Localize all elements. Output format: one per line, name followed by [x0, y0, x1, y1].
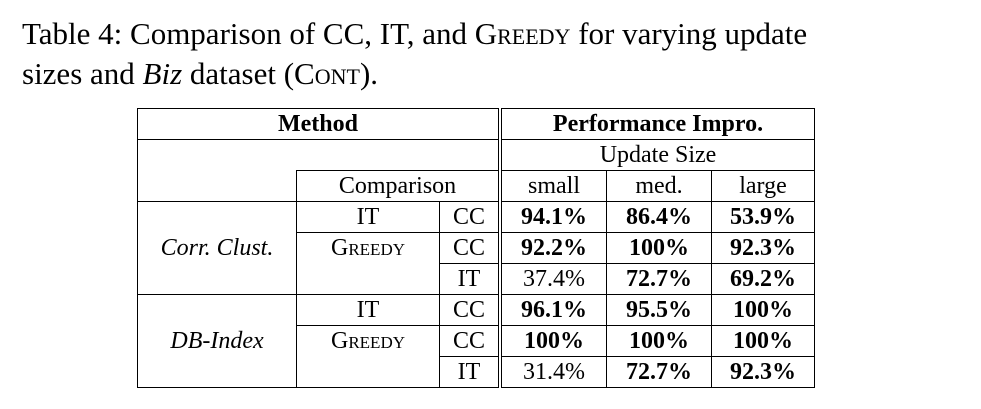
caption-cont: Cont — [294, 56, 360, 91]
value-cell: 92.3% — [711, 356, 815, 388]
compare-method-a — [296, 263, 440, 295]
empty-cell — [137, 170, 297, 202]
value-cell: 100% — [606, 325, 712, 357]
compare-method-a: Greedy — [296, 325, 440, 357]
caption-line-2: sizes and Biz dataset (Cont). — [22, 54, 962, 94]
comparison-header: Comparison — [296, 170, 501, 202]
group-label: DB-Index — [137, 294, 297, 388]
value-cell: 100% — [711, 294, 815, 326]
value-cell: 94.1% — [498, 201, 607, 233]
value-cell: 72.7% — [606, 263, 712, 295]
compare-method-b: IT — [439, 263, 501, 295]
value-cell: 92.2% — [498, 232, 607, 264]
caption-greedy: Greedy — [474, 16, 571, 51]
sizes-row: Comparison small med. large — [137, 170, 815, 202]
value-cell: 92.3% — [711, 232, 815, 264]
compare-method-a: IT — [296, 201, 440, 233]
size-header: large — [711, 170, 815, 202]
value-cell: 100% — [498, 325, 607, 357]
value-cell: 95.5% — [606, 294, 712, 326]
table-row: IT 37.4% 72.7% 69.2% — [138, 263, 815, 295]
update-size-row: Update Size — [137, 139, 815, 171]
value-cell: 96.1% — [498, 294, 607, 326]
size-header: med. — [606, 170, 712, 202]
compare-method-b: CC — [439, 325, 501, 357]
value-cell: 69.2% — [711, 263, 815, 295]
caption-line-1: Table 4: Comparison of CC, IT, and Greed… — [22, 14, 962, 54]
group-label: Corr. Clust. — [137, 201, 297, 295]
compare-method-b: IT — [439, 356, 501, 388]
value-cell: 100% — [606, 232, 712, 264]
empty-header-cell — [137, 139, 501, 171]
table-row: Greedy CC 92.2% 100% 92.3% — [138, 232, 815, 264]
value-cell: 100% — [711, 325, 815, 357]
value-cell: 53.9% — [711, 201, 815, 233]
results-table: Method Performance Impro. Update Size Co… — [137, 108, 815, 388]
caption-text: sizes and — [22, 56, 143, 91]
caption-text: dataset ( — [182, 56, 295, 91]
value-cell: 37.4% — [498, 263, 607, 295]
compare-method-b: CC — [439, 201, 501, 233]
table-caption: Table 4: Comparison of CC, IT, and Greed… — [22, 14, 962, 94]
performance-header: Performance Impro. — [498, 108, 815, 140]
value-cell: 86.4% — [606, 201, 712, 233]
header-row: Method Performance Impro. — [137, 108, 815, 140]
compare-method-a: IT — [296, 294, 440, 326]
table-row: Corr. Clust. IT CC 94.1% 86.4% 53.9% — [137, 201, 815, 295]
caption-biz: Biz — [142, 56, 183, 91]
table-row: IT 31.4% 72.7% 92.3% — [138, 356, 815, 388]
compare-method-a: Greedy — [296, 232, 440, 264]
caption-text: ). — [359, 56, 379, 91]
caption-text: Table 4: Comparison of CC, IT, and — [22, 16, 475, 51]
value-cell: 31.4% — [498, 356, 607, 388]
table-row: DB-Index IT CC 96.1% 95.5% 100% — [137, 294, 815, 388]
update-size-header: Update Size — [498, 139, 815, 171]
method-header: Method — [137, 108, 501, 140]
compare-method-b: CC — [439, 232, 501, 264]
value-cell: 72.7% — [606, 356, 712, 388]
size-header: small — [498, 170, 607, 202]
compare-method-a — [296, 356, 440, 388]
caption-text: for varying update — [570, 16, 808, 51]
compare-method-b: CC — [439, 294, 501, 326]
